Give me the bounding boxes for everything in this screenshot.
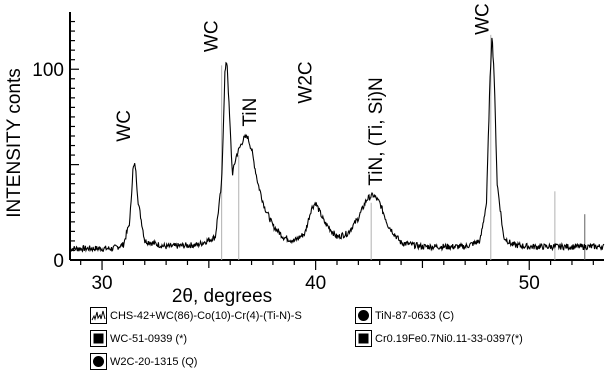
peak-label: TiN, (Ti, Si)N	[366, 77, 387, 185]
peak-label: WC	[473, 3, 494, 35]
axis-ticks: 30 40 50 0 100	[32, 20, 594, 294]
x-tick-label: 40	[305, 273, 326, 294]
y-axis-label: INTENSITY conts	[4, 68, 25, 218]
peak-label: TiN	[240, 98, 261, 127]
legend-item: TiN-87-0633 (C)	[355, 307, 454, 324]
legend-label: Cr0.19Fe0.7Ni0.11-33-0397(*)	[375, 332, 523, 345]
legend-item: Cr0.19Fe0.7Ni0.11-33-0397(*)	[355, 330, 523, 347]
legend-label: W2C-20-1315 (Q)	[110, 355, 198, 368]
square-icon	[90, 330, 107, 347]
peak-label: W2C	[295, 61, 316, 103]
x-tick-label: 30	[91, 273, 112, 294]
peak-label: WC	[201, 20, 222, 52]
legend-label: WC-51-0939 (*)	[110, 332, 188, 345]
legend-label: CHS-42+WC(86)-Co(10)-Cr(4)-(Ti-N)-S	[110, 309, 302, 322]
wave-icon	[90, 307, 107, 324]
legend: CHS-42+WC(86)-Co(10)-Cr(4)-(Ti-N)-S TiN-…	[90, 304, 610, 373]
reference-lines	[221, 34, 586, 260]
x-axis-label: 2θ, degrees	[172, 286, 272, 307]
series-line	[69, 37, 605, 253]
y-tick-label: 0	[53, 251, 64, 272]
peak-label: WC	[114, 110, 135, 142]
legend-item: W2C-20-1315 (Q)	[90, 353, 197, 370]
y-tick-label: 100	[32, 60, 64, 81]
circle-icon	[355, 307, 372, 324]
legend-item: WC-51-0939 (*)	[90, 330, 187, 347]
square-icon	[355, 330, 372, 347]
circle-icon	[90, 353, 107, 370]
peak-annotations: WC WC TiN W2C TiN, (Ti, Si)N WC	[114, 3, 494, 185]
x-tick-label: 50	[519, 273, 540, 294]
legend-item: CHS-42+WC(86)-Co(10)-Cr(4)-(Ti-N)-S	[90, 307, 302, 324]
plot-frame	[69, 12, 604, 261]
legend-label: TiN-87-0633 (C)	[375, 309, 455, 322]
